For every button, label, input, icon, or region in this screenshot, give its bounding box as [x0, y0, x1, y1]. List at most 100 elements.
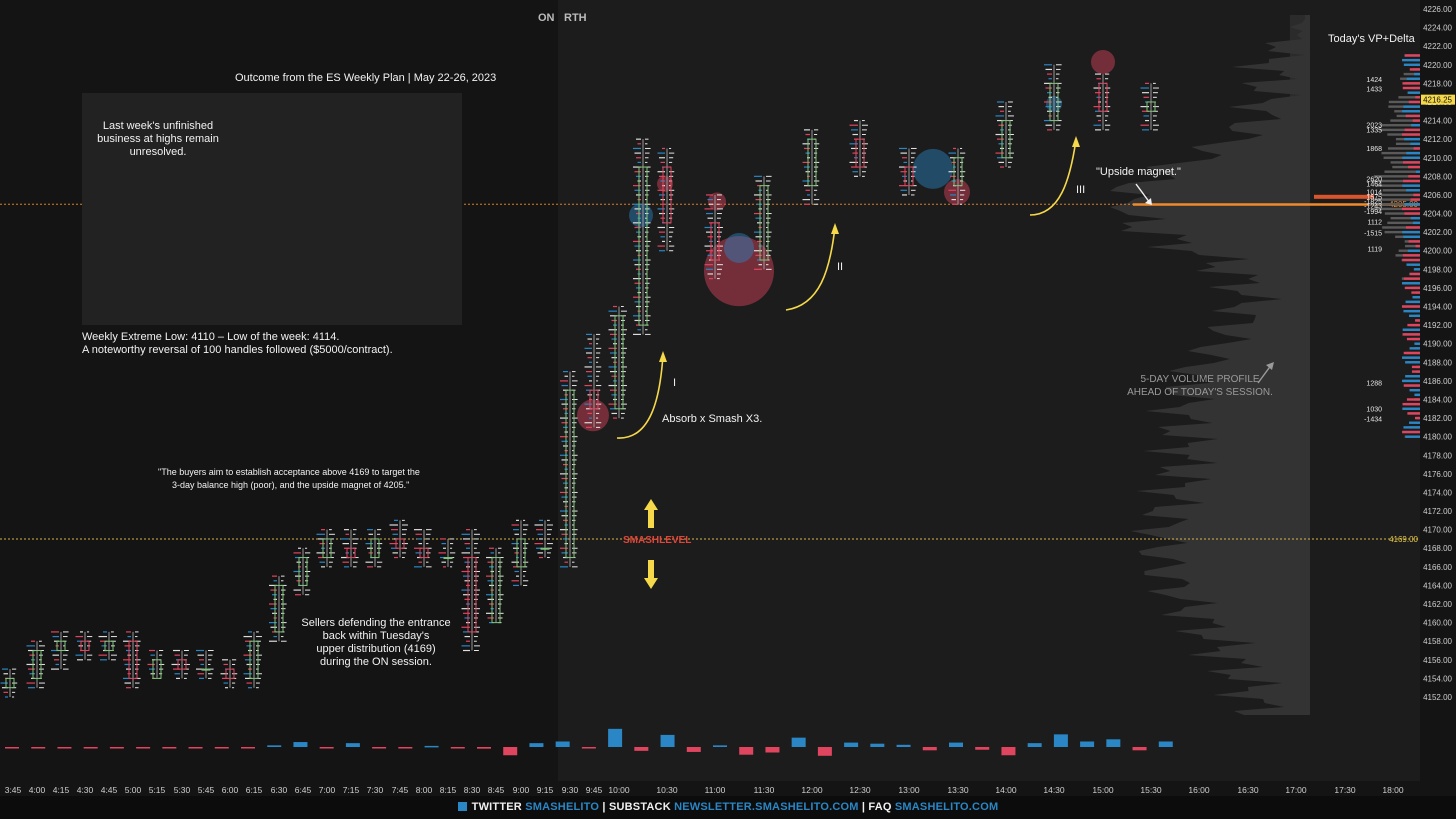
today-delta-bar [1406, 77, 1420, 80]
today-profile-bar [1403, 72, 1420, 76]
volume-bar [267, 745, 282, 747]
volume-bar [57, 747, 72, 749]
today-delta-bar [1402, 407, 1420, 410]
delta-value: 1868 [1366, 146, 1382, 153]
price-tick: 4180.00 [1423, 433, 1452, 442]
today-profile-bar [1398, 96, 1420, 99]
leg-i-label: I [673, 377, 677, 389]
candle-body [128, 640, 138, 679]
candle-body [249, 640, 259, 679]
volume-bar [1132, 747, 1147, 751]
today-delta-bar [1405, 361, 1420, 364]
inset-title: Outcome from the ES Weekly Plan | May 22… [235, 72, 497, 84]
today-delta-bar [1408, 165, 1420, 169]
twitter-icon [457, 802, 467, 811]
today-delta-bar [1404, 203, 1420, 206]
time-tick: 7:15 [343, 785, 360, 795]
candle-body [614, 315, 624, 410]
today-delta-bar [1402, 184, 1420, 187]
today-delta-bar [1408, 240, 1420, 243]
time-tick: 6:15 [246, 785, 263, 795]
delta-value: 2620 [1366, 177, 1382, 184]
candle-body [759, 185, 769, 261]
volume-bar [319, 747, 334, 749]
sellers-line2: back within Tuesday's [322, 630, 430, 642]
delta-value: 1030 [1366, 406, 1382, 413]
footer-substack-link[interactable]: NEWSLETTER.SMASHELITO.COM [674, 801, 859, 813]
today-profile-bar [1373, 207, 1420, 211]
price-tick: 4182.00 [1423, 414, 1452, 423]
today-delta-bar [1410, 216, 1420, 220]
time-tick: 5:15 [149, 785, 166, 795]
today-profile-bar [1379, 128, 1420, 132]
time-tick: 12:00 [801, 785, 823, 795]
price-tick: 4198.00 [1423, 265, 1452, 274]
weekly-plan-inset [82, 93, 462, 325]
today-delta-bar [1410, 272, 1420, 276]
today-delta-bar [1404, 286, 1420, 290]
delta-value: 1464 [1366, 181, 1382, 188]
time-tick: 15:00 [1092, 785, 1114, 795]
today-delta-bar [1409, 314, 1420, 318]
volume-bar [581, 747, 596, 749]
leg-ii-arrowhead [831, 223, 839, 234]
candle-body [443, 557, 453, 560]
vp-line2: AHEAD OF TODAY'S SESSION. [1127, 387, 1273, 398]
price-tick: 4178.00 [1423, 451, 1452, 460]
today-profile-bar [1382, 189, 1420, 192]
today-poc-bar [1314, 194, 1374, 199]
candle-body [953, 157, 963, 187]
today-profile-bar [1381, 124, 1420, 127]
time-tick: 3:45 [5, 785, 22, 795]
time-tick: 6:00 [222, 785, 239, 795]
candle-body [274, 584, 284, 633]
time-tick: 7:30 [367, 785, 384, 795]
candle-body [516, 538, 526, 568]
today-delta-bar [1402, 258, 1420, 262]
today-delta-bar [1411, 291, 1420, 294]
delta-value: -1994 [1364, 209, 1382, 216]
today-delta-bar [1403, 351, 1420, 355]
candle-body [80, 640, 90, 652]
today-delta-bar [1404, 277, 1420, 280]
price-tick: 4184.00 [1423, 395, 1452, 404]
today-delta-bar [1410, 142, 1420, 146]
volume-bar [1080, 741, 1095, 747]
candle-body [904, 166, 914, 187]
today-delta-bar [1414, 72, 1420, 76]
candle-body [1146, 101, 1156, 112]
sellers-line1: Sellers defending the entrance [301, 617, 451, 629]
time-tick: 4:00 [29, 785, 46, 795]
delta-value: 1335 [1366, 127, 1382, 134]
today-delta-bar [1409, 421, 1420, 424]
time-tick: 13:30 [947, 785, 969, 795]
price-tick: 4200.00 [1423, 247, 1452, 256]
today-profile-bar [1387, 147, 1420, 150]
today-delta-bar [1402, 86, 1420, 90]
time-tick: 17:30 [1334, 785, 1356, 795]
today-profile-bar [1383, 156, 1420, 159]
current-price-tag [1421, 94, 1455, 105]
footer-faq-link[interactable]: SMASHELITO.COM [894, 801, 999, 813]
today-delta-bar [1406, 189, 1420, 192]
time-tick: 11:00 [705, 785, 726, 795]
today-delta-bar [1407, 412, 1420, 415]
magnet-pointer-head [1145, 198, 1152, 205]
footer-twitter-handle[interactable]: SMASHELITO [525, 801, 600, 813]
volume-bar [109, 747, 124, 749]
today-delta-bar [1408, 100, 1420, 104]
time-tick: 4:45 [101, 785, 118, 795]
price-tick: 4214.00 [1423, 117, 1452, 126]
today-profile-bar [1370, 179, 1420, 183]
flow-bubble [1091, 49, 1115, 74]
today-delta-bar [1402, 161, 1420, 164]
volume-bar [1053, 734, 1068, 747]
candle-body [589, 389, 599, 410]
price-tick: 4208.00 [1423, 172, 1452, 181]
magnet-level-bar [1133, 203, 1420, 206]
candle-body [104, 640, 114, 652]
footer-substack: SUBSTACK [608, 801, 671, 813]
smashlevel-up-arrow [644, 499, 658, 528]
price-tick: 4160.00 [1423, 619, 1452, 628]
volume-bar [398, 747, 413, 749]
